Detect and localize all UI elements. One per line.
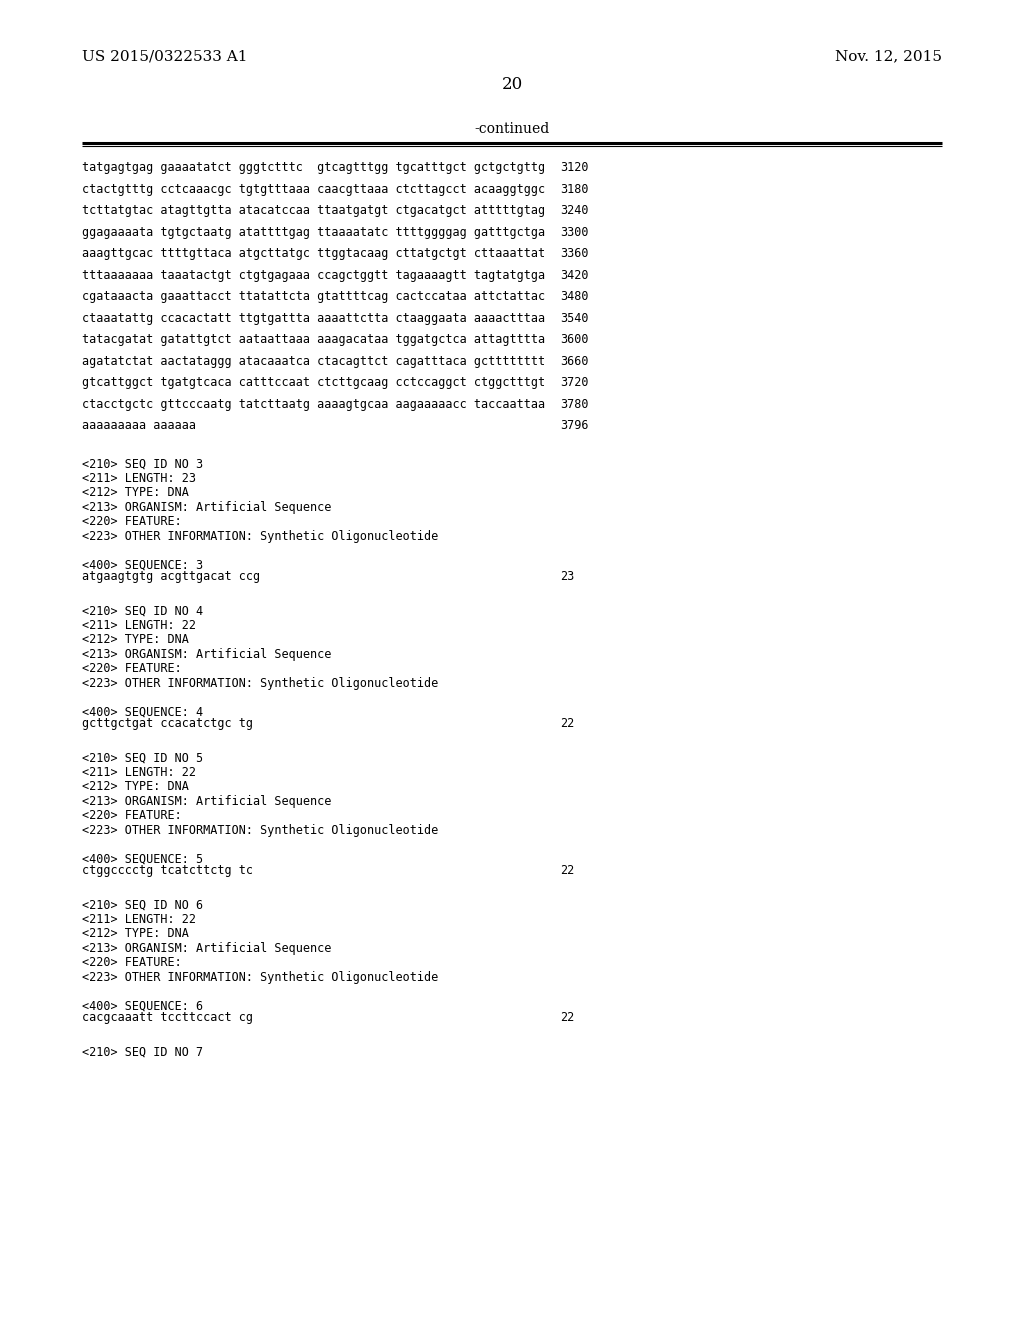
Text: tcttatgtac atagttgtta atacatccaa ttaatgatgt ctgacatgct atttttgtag: tcttatgtac atagttgtta atacatccaa ttaatga…: [82, 205, 545, 216]
Text: 3480: 3480: [560, 290, 589, 304]
Text: <223> OTHER INFORMATION: Synthetic Oligonucleotide: <223> OTHER INFORMATION: Synthetic Oligo…: [82, 677, 438, 689]
Text: <223> OTHER INFORMATION: Synthetic Oligonucleotide: <223> OTHER INFORMATION: Synthetic Oligo…: [82, 529, 438, 543]
Text: <210> SEQ ID NO 4: <210> SEQ ID NO 4: [82, 605, 203, 616]
Text: 22: 22: [560, 1011, 574, 1024]
Text: <211> LENGTH: 23: <211> LENGTH: 23: [82, 471, 196, 484]
Text: cacgcaaatt tccttccact cg: cacgcaaatt tccttccact cg: [82, 1011, 253, 1024]
Text: -continued: -continued: [474, 123, 550, 136]
Text: tatacgatat gatattgtct aataattaaa aaagacataa tggatgctca attagtttta: tatacgatat gatattgtct aataattaaa aaagaca…: [82, 333, 545, 346]
Text: tatgagtgag gaaaatatct gggtctttc  gtcagtttgg tgcatttgct gctgctgttg: tatgagtgag gaaaatatct gggtctttc gtcagttt…: [82, 161, 545, 174]
Text: <400> SEQUENCE: 3: <400> SEQUENCE: 3: [82, 558, 203, 572]
Text: 23: 23: [560, 570, 574, 583]
Text: <220> FEATURE:: <220> FEATURE:: [82, 956, 181, 969]
Text: 3660: 3660: [560, 355, 589, 367]
Text: Nov. 12, 2015: Nov. 12, 2015: [835, 50, 942, 63]
Text: ctacctgctc gttcccaatg tatcttaatg aaaagtgcaa aagaaaaacc taccaattaa: ctacctgctc gttcccaatg tatcttaatg aaaagtg…: [82, 397, 545, 411]
Text: 22: 22: [560, 717, 574, 730]
Text: 3300: 3300: [560, 226, 589, 239]
Text: 3780: 3780: [560, 397, 589, 411]
Text: agatatctat aactataggg atacaaatca ctacagttct cagatttaca gctttttttt: agatatctat aactataggg atacaaatca ctacagt…: [82, 355, 545, 367]
Text: <211> LENGTH: 22: <211> LENGTH: 22: [82, 766, 196, 779]
Text: aaaaaaaaa aaaaaa: aaaaaaaaa aaaaaa: [82, 418, 196, 432]
Text: <212> TYPE: DNA: <212> TYPE: DNA: [82, 486, 188, 499]
Text: tttaaaaaaa taaatactgt ctgtgagaaa ccagctggtt tagaaaagtt tagtatgtga: tttaaaaaaa taaatactgt ctgtgagaaa ccagctg…: [82, 268, 545, 281]
Text: <213> ORGANISM: Artificial Sequence: <213> ORGANISM: Artificial Sequence: [82, 795, 332, 808]
Text: <220> FEATURE:: <220> FEATURE:: [82, 515, 181, 528]
Text: 3360: 3360: [560, 247, 589, 260]
Text: cgataaacta gaaattacct ttatattcta gtattttcag cactccataa attctattac: cgataaacta gaaattacct ttatattcta gtatttt…: [82, 290, 545, 304]
Text: <212> TYPE: DNA: <212> TYPE: DNA: [82, 634, 188, 645]
Text: US 2015/0322533 A1: US 2015/0322533 A1: [82, 50, 248, 63]
Text: <400> SEQUENCE: 4: <400> SEQUENCE: 4: [82, 705, 203, 718]
Text: <223> OTHER INFORMATION: Synthetic Oligonucleotide: <223> OTHER INFORMATION: Synthetic Oligo…: [82, 970, 438, 983]
Text: <210> SEQ ID NO 6: <210> SEQ ID NO 6: [82, 898, 203, 911]
Text: ctggcccctg tcatcttctg tc: ctggcccctg tcatcttctg tc: [82, 865, 253, 876]
Text: <212> TYPE: DNA: <212> TYPE: DNA: [82, 927, 188, 940]
Text: <213> ORGANISM: Artificial Sequence: <213> ORGANISM: Artificial Sequence: [82, 941, 332, 954]
Text: <210> SEQ ID NO 7: <210> SEQ ID NO 7: [82, 1045, 203, 1059]
Text: 3540: 3540: [560, 312, 589, 325]
Text: <212> TYPE: DNA: <212> TYPE: DNA: [82, 780, 188, 793]
Text: <220> FEATURE:: <220> FEATURE:: [82, 809, 181, 822]
Text: <211> LENGTH: 22: <211> LENGTH: 22: [82, 619, 196, 631]
Text: 20: 20: [502, 77, 522, 92]
Text: <213> ORGANISM: Artificial Sequence: <213> ORGANISM: Artificial Sequence: [82, 500, 332, 513]
Text: gcttgctgat ccacatctgc tg: gcttgctgat ccacatctgc tg: [82, 717, 253, 730]
Text: <210> SEQ ID NO 3: <210> SEQ ID NO 3: [82, 457, 203, 470]
Text: <223> OTHER INFORMATION: Synthetic Oligonucleotide: <223> OTHER INFORMATION: Synthetic Oligo…: [82, 824, 438, 837]
Text: atgaagtgtg acgttgacat ccg: atgaagtgtg acgttgacat ccg: [82, 570, 260, 583]
Text: <400> SEQUENCE: 5: <400> SEQUENCE: 5: [82, 851, 203, 865]
Text: 3420: 3420: [560, 268, 589, 281]
Text: aaagttgcac ttttgttaca atgcttatgc ttggtacaag cttatgctgt cttaaattat: aaagttgcac ttttgttaca atgcttatgc ttggtac…: [82, 247, 545, 260]
Text: 3720: 3720: [560, 376, 589, 389]
Text: <210> SEQ ID NO 5: <210> SEQ ID NO 5: [82, 751, 203, 764]
Text: ctactgtttg cctcaaacgc tgtgtttaaa caacgttaaa ctcttagcct acaaggtggc: ctactgtttg cctcaaacgc tgtgtttaaa caacgtt…: [82, 182, 545, 195]
Text: <213> ORGANISM: Artificial Sequence: <213> ORGANISM: Artificial Sequence: [82, 648, 332, 660]
Text: ggagaaaata tgtgctaatg atattttgag ttaaaatatc ttttggggag gatttgctga: ggagaaaata tgtgctaatg atattttgag ttaaaat…: [82, 226, 545, 239]
Text: 3180: 3180: [560, 182, 589, 195]
Text: <220> FEATURE:: <220> FEATURE:: [82, 663, 181, 675]
Text: 22: 22: [560, 865, 574, 876]
Text: gtcattggct tgatgtcaca catttccaat ctcttgcaag cctccaggct ctggctttgt: gtcattggct tgatgtcaca catttccaat ctcttgc…: [82, 376, 545, 389]
Text: 3120: 3120: [560, 161, 589, 174]
Text: 3796: 3796: [560, 418, 589, 432]
Text: <211> LENGTH: 22: <211> LENGTH: 22: [82, 912, 196, 925]
Text: 3600: 3600: [560, 333, 589, 346]
Text: ctaaatattg ccacactatt ttgtgattta aaaattctta ctaaggaata aaaactttaa: ctaaatattg ccacactatt ttgtgattta aaaattc…: [82, 312, 545, 325]
Text: <400> SEQUENCE: 6: <400> SEQUENCE: 6: [82, 999, 203, 1012]
Text: 3240: 3240: [560, 205, 589, 216]
